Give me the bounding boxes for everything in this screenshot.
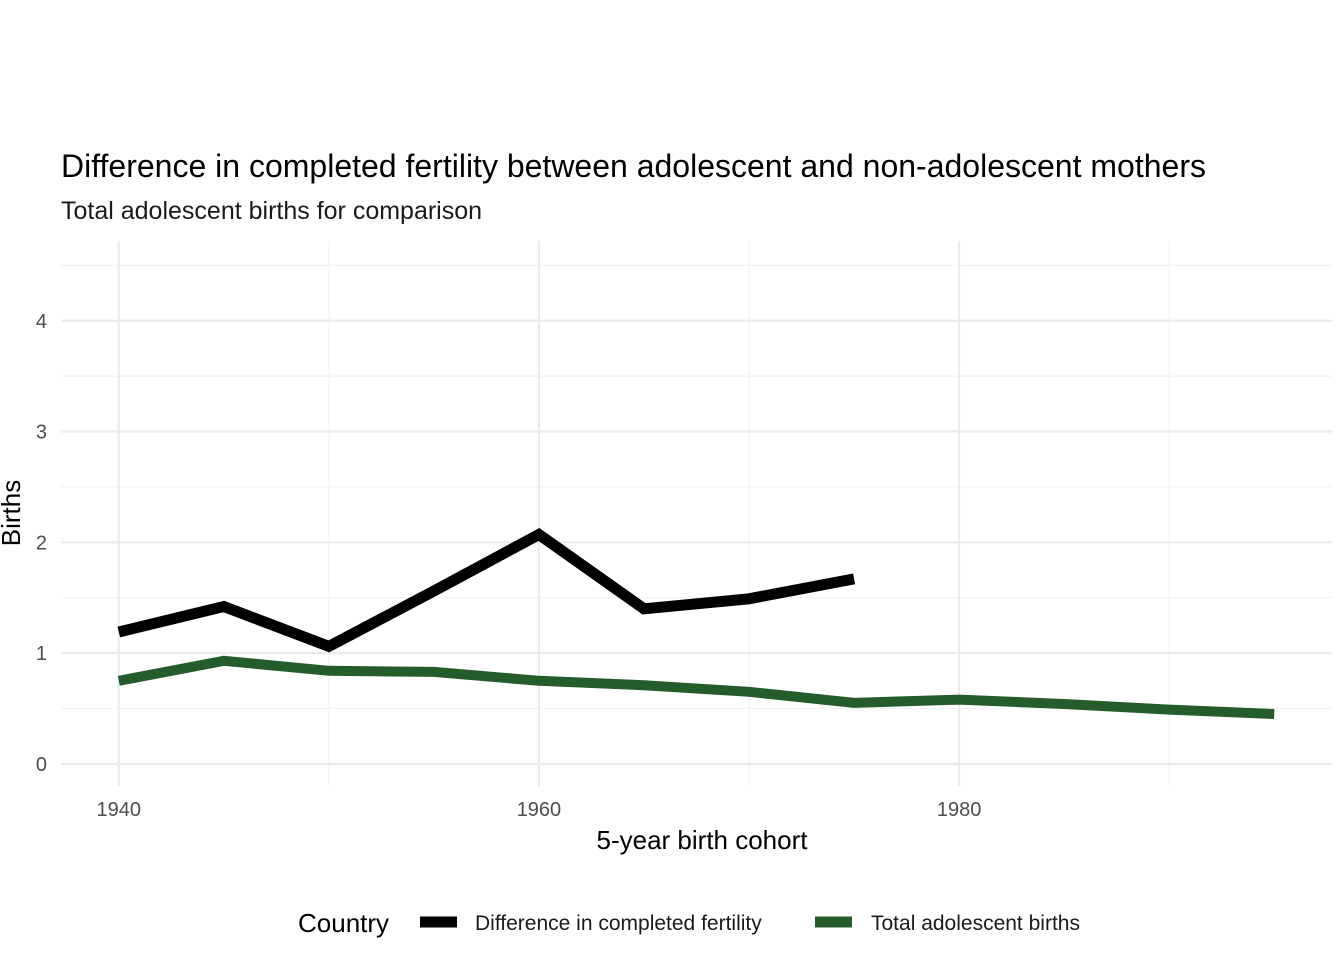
chart-subtitle: Total adolescent births for comparison bbox=[61, 197, 482, 225]
chart-title: Difference in completed fertility betwee… bbox=[61, 148, 1206, 184]
x-tick-label: 1980 bbox=[937, 799, 982, 821]
series-line-difference-in-completed-fertility bbox=[117, 528, 856, 653]
legend-label-difference-in-completed-fertility: Difference in completed fertility bbox=[475, 912, 762, 935]
y-tick-label: 0 bbox=[36, 754, 47, 776]
legend-label-total-adolescent-births: Total adolescent births bbox=[871, 912, 1080, 935]
series-line-total-adolescent-births bbox=[117, 655, 1275, 719]
x-tick-label: 1940 bbox=[97, 799, 142, 821]
x-axis-ticks: 1940 1960 1980 bbox=[97, 799, 982, 821]
x-axis-title: 5-year birth cohort bbox=[597, 825, 809, 855]
y-tick-label: 1 bbox=[36, 643, 47, 665]
y-axis-title: Births bbox=[0, 480, 26, 546]
y-tick-label: 3 bbox=[36, 422, 47, 444]
y-tick-label: 4 bbox=[36, 311, 47, 333]
series-lines bbox=[117, 528, 1275, 719]
legend: Country Difference in completed fertilit… bbox=[298, 908, 1080, 938]
y-tick-label: 2 bbox=[36, 532, 47, 554]
y-axis-ticks: 0 1 2 3 4 bbox=[36, 311, 47, 776]
x-tick-label: 1960 bbox=[517, 799, 562, 821]
plot-grid bbox=[61, 241, 1332, 786]
legend-title: Country bbox=[298, 908, 389, 938]
